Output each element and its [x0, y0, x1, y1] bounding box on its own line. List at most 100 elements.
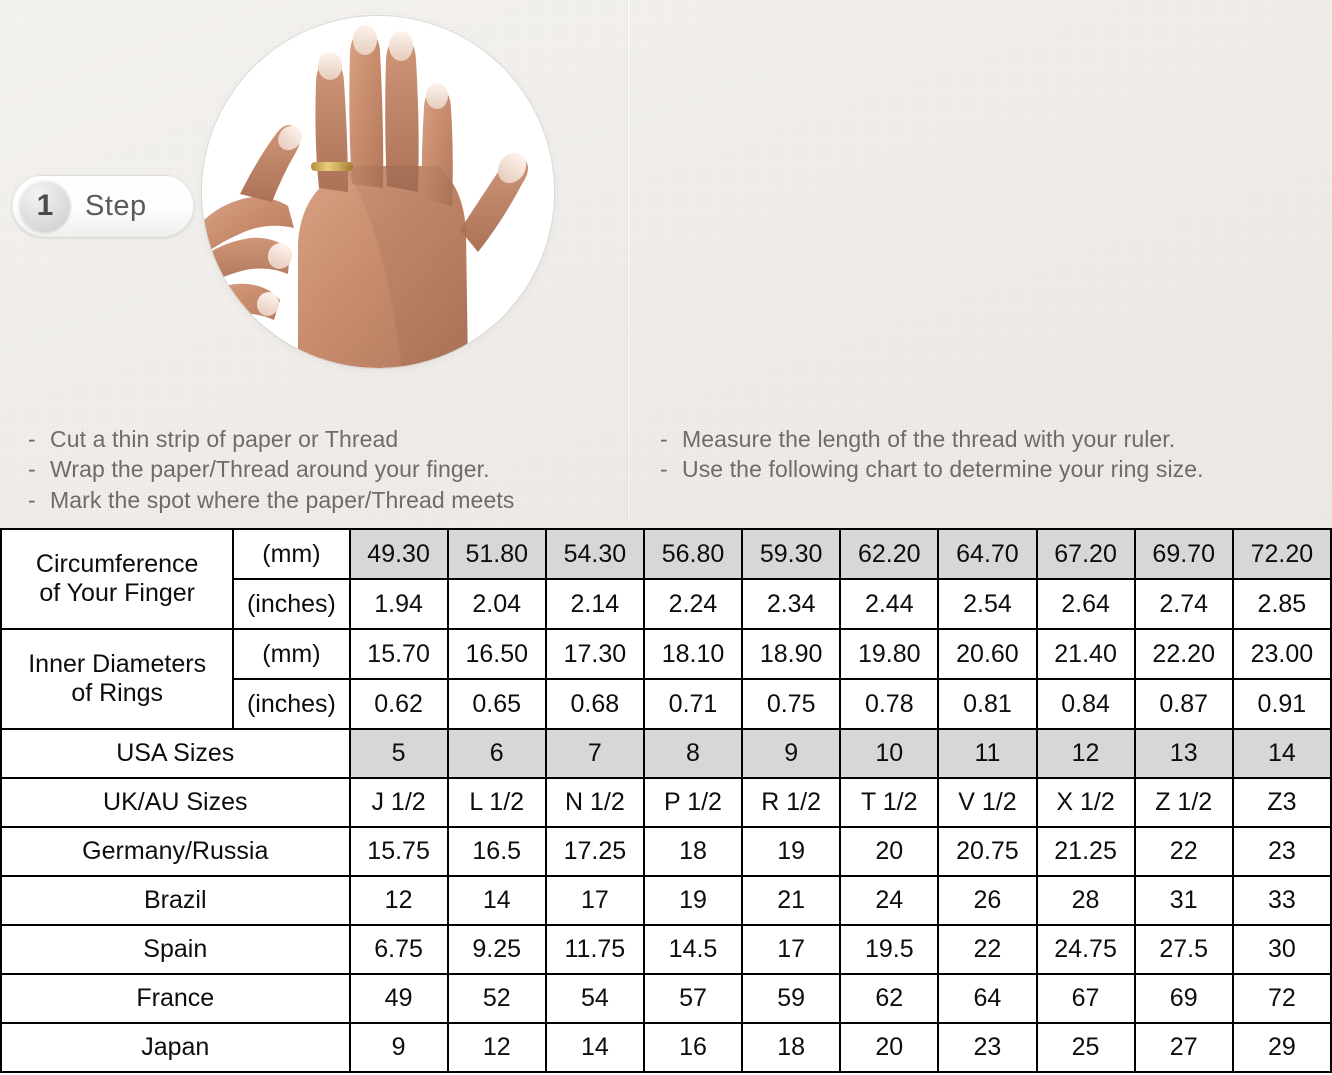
- table-cell: 14: [544, 1022, 645, 1073]
- table-cell: 21: [741, 875, 842, 926]
- table-cell: 25: [1035, 1022, 1136, 1073]
- table-cell: 69.70: [1133, 528, 1234, 580]
- table-cell: 24.75: [1035, 924, 1136, 975]
- table-cell: L 1/2: [446, 777, 547, 828]
- table-cell: 0.78: [839, 678, 940, 730]
- table-cell: 23: [937, 1022, 1038, 1073]
- table-cell: 51.80: [446, 528, 547, 580]
- instruction-text: Cut a thin strip of paper or Thread: [50, 426, 399, 452]
- table-cell: 20.75: [937, 826, 1038, 877]
- table-cell: 59.30: [741, 528, 842, 580]
- table-cell: 67: [1035, 973, 1136, 1024]
- table-cell: 5: [348, 728, 449, 779]
- table-cell: 12: [446, 1022, 547, 1073]
- table-cell: 54: [544, 973, 645, 1024]
- table-cell: 17.30: [544, 628, 645, 680]
- table-cell: Z3: [1231, 777, 1332, 828]
- row-header-line2: of Your Finger: [39, 579, 195, 607]
- table-cell: 52: [446, 973, 547, 1024]
- step-1-panel: 1 Step - Cut a thin strip of paper or Thr…: [0, 0, 628, 528]
- table-cell: 15.70: [348, 628, 449, 680]
- table-cell: 2.85: [1231, 578, 1332, 630]
- table-cell: 6: [446, 728, 547, 779]
- table-cell: 0.91: [1231, 678, 1332, 730]
- table-cell: 2.64: [1035, 578, 1136, 630]
- table-cell: X 1/2: [1035, 777, 1136, 828]
- row-header-france: France: [0, 973, 351, 1024]
- panel-divider: [628, 0, 629, 520]
- table-cell: 1.94: [348, 578, 449, 630]
- instruction-text: Mark the spot where the paper/Thread mee…: [50, 486, 515, 513]
- table-cell: 14: [446, 875, 547, 926]
- step-1-badge: 1 Step: [12, 175, 194, 237]
- row-header-uk-au-sizes: UK/AU Sizes: [0, 777, 351, 828]
- table-cell: N 1/2: [544, 777, 645, 828]
- step-1-label: Step: [85, 189, 147, 222]
- table-cell: 15.75: [348, 826, 449, 877]
- table-cell: 67.20: [1035, 528, 1136, 580]
- table-cell: 27: [1133, 1022, 1234, 1073]
- table-cell: 19.80: [839, 628, 940, 680]
- table-cell: 0.62: [348, 678, 449, 730]
- table-cell: 2.34: [741, 578, 842, 630]
- instruction-text: Use the following chart to determine you…: [682, 456, 1204, 483]
- table-cell: 9: [741, 728, 842, 779]
- table-row: Circumference of Your Finger (mm) 49.30 …: [0, 528, 1332, 630]
- table-cell: 72.20: [1231, 528, 1332, 580]
- table-cell: 49.30: [348, 528, 449, 580]
- list-item: - Wrap the paper/Thread around your finge…: [28, 454, 514, 484]
- table-cell: 22.20: [1133, 628, 1234, 680]
- table-cell: 22: [937, 924, 1038, 975]
- table-row: Inner Diameters of Rings (mm) 15.70 16.5…: [0, 628, 1332, 730]
- table-cell: 2.14: [544, 578, 645, 630]
- table-cell: T 1/2: [839, 777, 940, 828]
- list-item: - Measure the length of the thread with y…: [660, 424, 1204, 454]
- table-cell: 12: [1035, 728, 1136, 779]
- table-cell: 69: [1133, 973, 1234, 1024]
- table-cell: 9.25: [446, 924, 547, 975]
- table-cell: 20: [839, 826, 940, 877]
- table-cell: 30: [1231, 924, 1332, 975]
- table-cell: 0.75: [741, 678, 842, 730]
- table-cell: 7: [544, 728, 645, 779]
- table-cell: 24: [839, 875, 940, 926]
- unit-cell-inches: (inches): [232, 578, 351, 630]
- table-cell: 18.90: [741, 628, 842, 680]
- table-row: UK/AU Sizes J 1/2 L 1/2 N 1/2 P 1/2 R 1/…: [0, 777, 1332, 828]
- table-cell: 11: [937, 728, 1038, 779]
- table-row: France 49 52 54 57 59 62 64 67 69 72: [0, 973, 1332, 1024]
- ring-size-conversion-table: Circumference of Your Finger (mm) 49.30 …: [0, 528, 1332, 1073]
- table-cell: 0.68: [544, 678, 645, 730]
- unit-cell-mm: (mm): [232, 528, 351, 580]
- table-cell: 6.75: [348, 924, 449, 975]
- table-cell: 23.00: [1231, 628, 1332, 680]
- table-cell: 0.71: [642, 678, 744, 730]
- table-row: USA Sizes 5 6 7 8 9 10 11 12 13 14: [0, 728, 1332, 779]
- table-cell: 56.80: [642, 528, 744, 580]
- table-cell: R 1/2: [741, 777, 842, 828]
- table-cell: 20.60: [937, 628, 1038, 680]
- table-cell: J 1/2: [348, 777, 449, 828]
- steps-section: 1 Step - Cut a thin strip of paper or Thr…: [0, 0, 1332, 528]
- table-cell: 0.87: [1133, 678, 1234, 730]
- table-cell: P 1/2: [642, 777, 744, 828]
- row-header-usa-sizes: USA Sizes: [0, 728, 351, 779]
- table-cell: 16.5: [446, 826, 547, 877]
- table-cell: 19: [741, 826, 842, 877]
- table-cell: 62: [839, 973, 940, 1024]
- table-cell: 14.5: [642, 924, 744, 975]
- step-2-panel: 1 2 3 MADE IN INDIA: [629, 0, 1332, 528]
- table-cell: V 1/2: [937, 777, 1038, 828]
- unit-cell-mm: (mm): [232, 628, 351, 680]
- bullet-dash-icon: -: [660, 426, 668, 452]
- bullet-dash-icon: -: [660, 456, 668, 483]
- table-cell: Z 1/2: [1133, 777, 1234, 828]
- instruction-text: Measure the length of the thread with yo…: [682, 426, 1176, 452]
- table-cell: 28: [1035, 875, 1136, 926]
- table-cell: 14: [1231, 728, 1332, 779]
- table-cell: 21.40: [1035, 628, 1136, 680]
- table-cell: 49: [348, 973, 449, 1024]
- table-cell: 8: [642, 728, 744, 779]
- row-header-japan: Japan: [0, 1022, 351, 1073]
